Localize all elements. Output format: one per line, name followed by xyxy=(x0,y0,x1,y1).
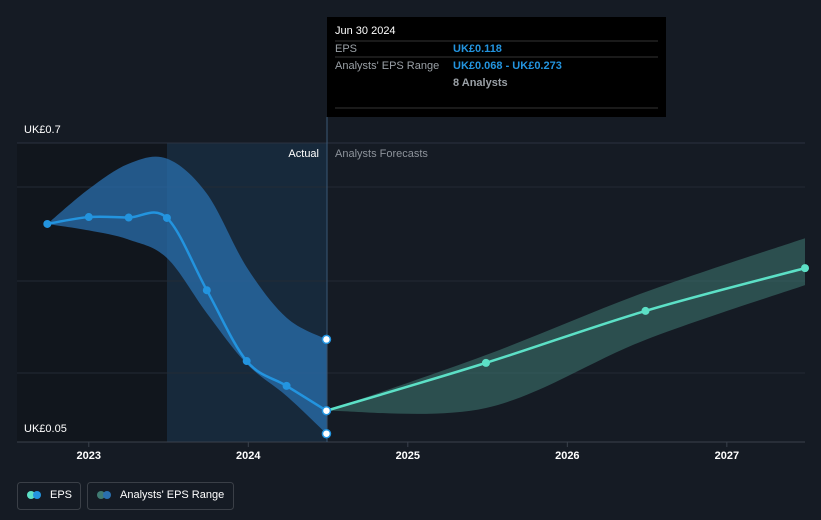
y-tick-label: UK£0.05 xyxy=(24,423,67,435)
point xyxy=(84,213,93,222)
point xyxy=(641,306,650,315)
x-tick-label: 2026 xyxy=(555,450,579,462)
line xyxy=(326,266,806,412)
tooltip-eps-value: UK£0.118 xyxy=(453,43,502,55)
point xyxy=(282,381,291,390)
point xyxy=(162,213,171,222)
tooltip-date: Jun 30 2024 xyxy=(335,25,396,37)
legend-swatch xyxy=(103,491,111,499)
point xyxy=(43,219,52,228)
current-point xyxy=(321,405,332,416)
point xyxy=(801,264,809,273)
legend-label: Analysts' EPS Range xyxy=(120,489,224,501)
x-tick-label: 2024 xyxy=(236,450,261,462)
legend-swatch xyxy=(27,491,35,499)
tooltip: Jun 30 2024 EPS UK£0.118 Analysts' EPS R… xyxy=(327,17,666,117)
x-tick-label: 2025 xyxy=(396,450,420,462)
range-area xyxy=(326,238,805,414)
point xyxy=(202,286,211,295)
legend-eps[interactable] xyxy=(17,482,81,510)
point xyxy=(242,357,251,366)
tooltip-analysts: 8 Analysts xyxy=(453,77,508,89)
legend-range[interactable] xyxy=(87,482,234,510)
y-tick-label: UK£0.7 xyxy=(24,124,61,136)
point xyxy=(124,213,133,222)
legend-swatch xyxy=(97,491,105,499)
legend-swatch xyxy=(33,491,41,499)
legend: EPS Analysts' EPS Range xyxy=(17,482,234,510)
range-end xyxy=(321,428,332,439)
point xyxy=(481,358,490,367)
tooltip-box xyxy=(327,17,666,117)
actual-label: Actual xyxy=(288,148,319,160)
x-tick-label: 2027 xyxy=(715,450,739,462)
range-end xyxy=(321,334,332,345)
tooltip-range-value: UK£0.068 - UK£0.273 xyxy=(453,60,562,72)
forecast-label: Analysts Forecasts xyxy=(335,148,428,160)
tooltip-range-label: Analysts' EPS Range xyxy=(335,60,439,72)
line xyxy=(47,211,328,412)
x-tick-label: 2023 xyxy=(77,450,101,462)
range-area xyxy=(47,156,327,434)
legend-label: EPS xyxy=(50,489,72,501)
tooltip-eps-label: EPS xyxy=(335,43,357,55)
